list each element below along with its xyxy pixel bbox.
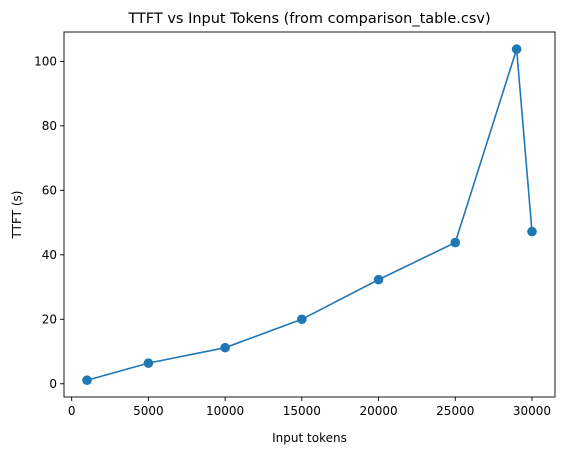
y-tick-label: 100 [34, 55, 57, 69]
y-tick-label: 40 [42, 248, 57, 262]
x-tick-label: 30000 [513, 404, 551, 418]
data-point [297, 314, 307, 325]
x-tick-label: 5000 [133, 404, 164, 418]
x-tick-label: 0 [68, 404, 76, 418]
data-point [527, 226, 537, 237]
y-tick-label: 20 [42, 312, 57, 326]
x-tick-label: 25000 [436, 404, 474, 418]
y-tick-label: 0 [49, 377, 57, 391]
x-tick-label: 15000 [283, 404, 321, 418]
axes-frame [63, 31, 556, 398]
x-axis-label: Input tokens [272, 431, 347, 445]
data-point [511, 44, 522, 54]
y-axis-ticks: 0 20 40 60 80 100 [34, 55, 64, 391]
data-point [220, 342, 230, 353]
data-point [143, 358, 154, 368]
chart-title: TTFT vs Input Tokens (from comparison_ta… [127, 11, 490, 27]
x-tick-label: 10000 [206, 404, 244, 418]
y-tick-label: 60 [42, 184, 57, 198]
y-tick-label: 80 [42, 119, 57, 133]
x-tick-label: 20000 [359, 404, 397, 418]
x-axis-ticks: 0 5000 10000 15000 20000 25000 30000 [68, 397, 551, 418]
data-point [82, 375, 92, 386]
series-line [86, 48, 533, 382]
y-axis-label: TTFT (s) [10, 191, 24, 240]
data-point [450, 237, 461, 248]
data-point [373, 274, 384, 285]
plot-area [82, 44, 537, 386]
